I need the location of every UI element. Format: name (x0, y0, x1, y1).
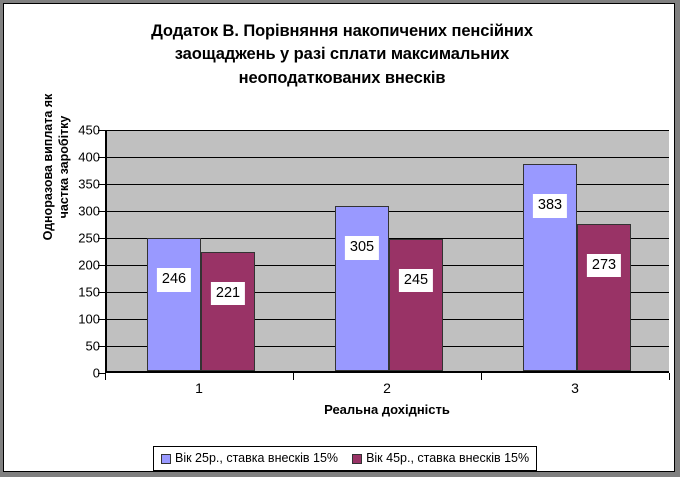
chart-title: Додаток В. Порівняння накопичених пенсій… (64, 20, 620, 90)
y-axis-title-line-1: Одноразова виплата як (41, 93, 55, 241)
y-axis-tick-mark (98, 130, 105, 131)
plot-area: 246 221 305 245 383 273 (105, 130, 669, 373)
y-axis-tick-label: 50 (85, 338, 100, 354)
y-axis-tick-mark (98, 238, 105, 239)
chart-title-line-2: заощаджень у разі сплати максимальних (174, 45, 510, 64)
y-axis-tick-label: 0 (92, 365, 100, 381)
bar-2-series-2 (389, 238, 443, 371)
legend-item-1[interactable]: Вік 25р., ставка внесків 15% (161, 452, 338, 465)
bar-value-label: 246 (156, 268, 192, 292)
bar-value-label: 245 (398, 268, 434, 293)
legend-swatch-icon (352, 453, 363, 464)
bar-3-series-2 (577, 223, 631, 371)
y-axis-tick-label: 450 (78, 122, 100, 138)
y-axis-tick-label: 300 (78, 203, 100, 219)
y-axis-tick-mark (98, 211, 105, 212)
x-axis-tick-label: 2 (383, 380, 391, 396)
bar-1-series-2 (201, 251, 255, 371)
legend-label: Вік 25р., ставка внесків 15% (175, 451, 339, 466)
bar-value-label: 273 (586, 253, 622, 278)
y-axis-tick-label: 400 (78, 149, 100, 165)
y-axis-tick-label: 350 (78, 176, 100, 192)
chart-container: Додаток В. Порівняння накопичених пенсій… (3, 3, 675, 472)
bar-value-label: 383 (532, 194, 568, 218)
legend-label: Вік 45р., ставка внесків 15% (366, 451, 530, 466)
bar-value-label: 221 (210, 281, 246, 306)
x-axis-tick-label: 1 (195, 380, 203, 396)
gridline (107, 184, 669, 185)
bar-2-series-1 (335, 206, 389, 371)
y-axis-tick-mark (98, 292, 105, 293)
chart-legend: Вік 25р., ставка внесків 15% Вік 45р., ст… (153, 446, 538, 471)
y-axis-tick-label: 200 (78, 257, 100, 273)
y-axis-tick-labels: 0 50 100 150 200 250 300 350 400 450 (62, 124, 100, 380)
chart-title-line-1: Додаток В. Порівняння накопичених пенсій… (151, 22, 533, 40)
y-axis-tick-mark (98, 265, 105, 266)
y-axis-tick-label: 100 (78, 311, 100, 327)
legend-swatch-icon (161, 453, 171, 464)
y-axis-tick-mark (98, 373, 105, 374)
y-axis-tick-mark (98, 184, 105, 185)
bar-value-label: 305 (344, 236, 380, 260)
y-axis-tick-label: 250 (78, 230, 100, 246)
x-axis-tick-mark (293, 373, 294, 380)
x-axis-tick-mark (105, 373, 106, 380)
gridline (107, 130, 669, 131)
x-axis-tick-label: 3 (571, 380, 579, 396)
x-axis-title: Реальна дохідність (324, 402, 450, 417)
legend-item-2[interactable]: Вік 45р., ставка внесків 15% (352, 452, 529, 465)
y-axis-tick-label: 150 (78, 284, 100, 300)
chart-title-line-3: неоподаткованих внесків (238, 68, 446, 87)
y-axis-tick-mark (98, 346, 105, 347)
y-axis-tick-mark (98, 157, 105, 158)
y-axis-tick-mark (98, 319, 105, 320)
x-axis-tick-mark (481, 373, 482, 380)
x-axis-tick-labels: 1 2 3 (105, 381, 669, 401)
gridline (107, 157, 669, 158)
x-axis-tick-mark (669, 373, 670, 380)
bar-1-series-1 (147, 238, 201, 371)
